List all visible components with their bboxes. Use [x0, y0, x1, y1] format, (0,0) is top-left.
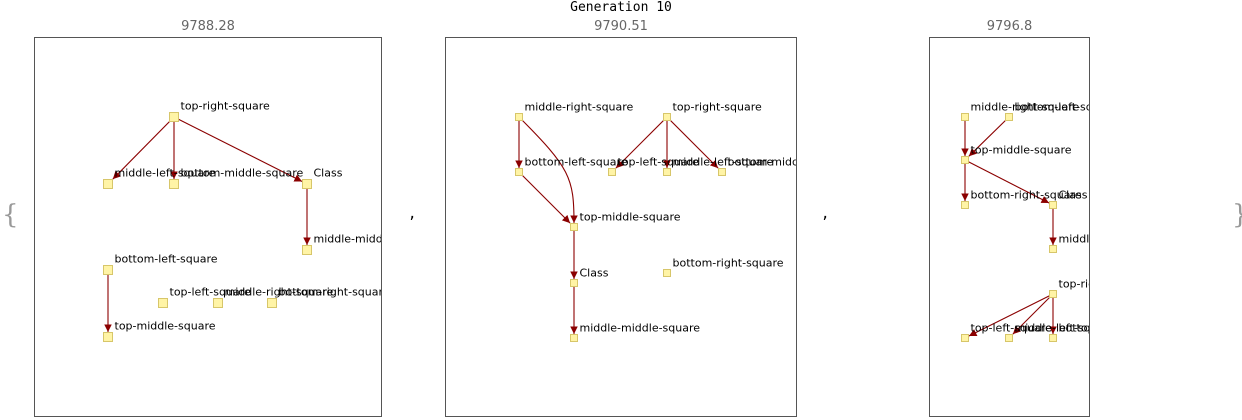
node-class	[1049, 201, 1057, 209]
node-label: bottom-right-square	[971, 189, 1082, 202]
node-bottom-right-square	[961, 201, 969, 209]
node-middle-middle-square	[302, 245, 312, 255]
node-label: top-right-square	[1059, 278, 1090, 291]
panel-1-score: 9788.28	[181, 19, 235, 34]
graph-panel-2-canvas: middle-right-square top-right-square botto…	[515, 101, 797, 342]
node-label: bottom-right-square	[673, 257, 784, 270]
node-middle-right-square	[213, 298, 223, 308]
node-class	[302, 179, 312, 189]
node-label: top-middle-square	[971, 144, 1072, 157]
node-top-left-square	[961, 334, 969, 342]
separator-comma-1: ,	[408, 206, 417, 222]
node-middle-right-square	[961, 113, 969, 121]
separator-comma-2: ,	[821, 206, 830, 222]
edge-top-right-square-to-top-left-square	[968, 293, 1054, 337]
node-label: bottom-middle-square	[181, 167, 304, 180]
node-label: Class	[314, 167, 343, 180]
graph-panel-2: middle-right-square top-right-square botto…	[445, 37, 797, 417]
node-top-right-square	[1049, 290, 1057, 298]
node-label: top-middle-square	[115, 320, 216, 333]
node-label: bottom-right-square	[279, 286, 382, 299]
node-label: top-right-square	[181, 100, 271, 113]
edge-top-middle-square-to-Class	[964, 159, 1050, 204]
node-top-left-square	[608, 168, 616, 176]
graph-panel-1: top-right-square middle-left-square bottom…	[34, 37, 382, 417]
node-top-middle-square	[103, 332, 113, 342]
node-class	[570, 279, 578, 287]
graph-panel-1-canvas: top-right-squaremiddle-left-squarebottom…	[103, 100, 382, 342]
node-middle-left-square	[1005, 334, 1013, 342]
node-label: Class	[1059, 189, 1088, 202]
node-bottom-right-square	[663, 269, 671, 277]
node-middle-middle-square	[570, 334, 578, 342]
node-label: top-left-square	[971, 322, 1052, 335]
open-brace: {	[2, 200, 19, 230]
node-label: middle-left-square	[115, 167, 216, 180]
edge-top-right-square-to-middle-left-square	[1012, 293, 1054, 335]
node-bottom-left-square	[515, 168, 523, 176]
node-label: bottom-left-square	[525, 156, 628, 169]
node-label: bottom-middle-square	[1059, 322, 1090, 335]
edge-bottom-left-square-to-top-middle-square	[968, 116, 1010, 157]
node-label: top-right-square	[673, 101, 763, 114]
node-label: bottom-left-square	[1015, 101, 1090, 114]
node-middle-left-square	[103, 179, 113, 189]
node-bottom-middle-square	[169, 179, 179, 189]
node-label: bottom-left-square	[115, 253, 218, 266]
node-label: middle-middle-square	[580, 322, 701, 335]
node-label: middle-right-square	[971, 101, 1080, 114]
node-label: middle-right-square	[525, 101, 634, 114]
edge-top-right-square-to-top-left-square	[615, 116, 668, 169]
edge-top-right-square-to-middle-left-square	[112, 116, 175, 180]
node-middle-middle-square	[1049, 245, 1057, 253]
node-bottom-left-square	[1005, 113, 1013, 121]
close-brace: }	[1232, 200, 1242, 230]
node-bottom-middle-square	[1049, 334, 1057, 342]
node-top-left-square	[158, 298, 168, 308]
node-label: Class	[580, 267, 609, 280]
page-title: Generation 10	[570, 0, 672, 15]
node-label: middle-left-square	[673, 156, 774, 169]
node-label: top-middle-square	[580, 211, 681, 224]
node-top-right-square	[169, 112, 179, 122]
node-label: bottom-middle-square	[728, 156, 797, 169]
node-bottom-left-square	[103, 265, 113, 275]
node-bottom-right-square	[267, 298, 277, 308]
node-label: top-left-square	[618, 156, 699, 169]
node-bottom-middle-square	[718, 168, 726, 176]
edge-top-right-square-to-Class	[173, 116, 303, 182]
edge-bottom-left-square-to-top-middle-square	[518, 171, 571, 224]
node-label: top-left-square	[170, 286, 251, 299]
node-label: middle-middle-square	[1059, 233, 1090, 246]
node-top-right-square	[663, 113, 671, 121]
node-middle-right-square	[515, 113, 523, 121]
edge-top-right-square-to-bottom-middle-square	[666, 116, 719, 169]
node-label: middle-middle-square	[314, 233, 382, 246]
panel-3-score: 9796.8	[986, 19, 1033, 34]
node-top-middle-square	[570, 223, 578, 231]
node-label: middle-left-square	[1015, 322, 1090, 335]
panel-2-score: 9790.51	[594, 19, 648, 34]
node-top-middle-square	[961, 156, 969, 164]
node-middle-left-square	[663, 168, 671, 176]
node-label: middle-right-square	[225, 286, 334, 299]
edge-middle-right-square-to-top-middle-square	[518, 116, 578, 224]
